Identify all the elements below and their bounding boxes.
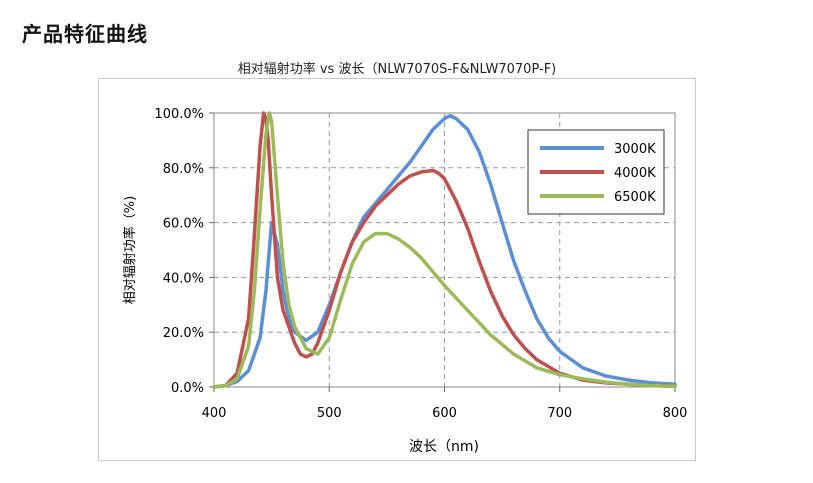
y-tick-label: 100.0% [154, 107, 204, 122]
x-tick-label: 600 [432, 406, 457, 421]
y-tick-label: 20.0% [163, 326, 204, 341]
y-tick-label: 0.0% [171, 381, 204, 396]
y-axis: 0.0% 20.0% 40.0% 60.0% 80.0% 100.0% [154, 107, 214, 396]
x-tick-label: 800 [663, 406, 688, 421]
series-lines [212, 111, 677, 389]
page-section-title: 产品特征曲线 [22, 22, 148, 46]
legend-label: 4000K [614, 166, 656, 181]
series-line-6500K [212, 111, 677, 389]
x-tick-label: 700 [547, 406, 572, 421]
chart-frame [98, 78, 696, 461]
y-tick-label: 40.0% [163, 271, 204, 286]
legend-label: 6500K [614, 190, 656, 205]
chart-title: 相对辐射功率 vs 波长（NLW7070S-F&NLW7070P-F) [237, 62, 557, 77]
y-axis-label: 相对辐射功率（%) [122, 196, 138, 304]
y-tick-label: 80.0% [163, 162, 204, 177]
legend-label: 3000K [614, 142, 656, 157]
x-axis: 400 500 600 700 800 [202, 387, 688, 421]
series-line-3000K [212, 113, 677, 389]
x-tick-label: 400 [202, 406, 227, 421]
legend: 3000K 4000K 6500K [527, 129, 665, 215]
x-tick-label: 500 [317, 406, 342, 421]
x-axis-label: 波长（nm) [409, 439, 479, 455]
y-tick-label: 60.0% [163, 217, 204, 232]
